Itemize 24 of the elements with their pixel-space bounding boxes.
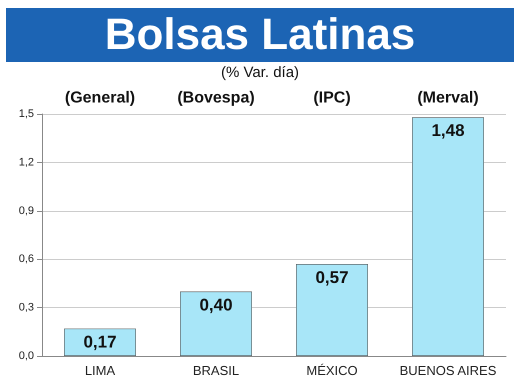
data-label: 0,57 xyxy=(315,268,349,288)
x-tick-label: MÉXICO xyxy=(306,363,358,378)
x-tick-label: LIMA xyxy=(84,363,116,378)
chart-subtitle: (% Var. día) xyxy=(220,64,300,83)
y-tick-label: 0,3 xyxy=(18,302,34,314)
text: (General) xyxy=(64,90,136,106)
text: (IPC) xyxy=(313,90,351,106)
bar xyxy=(296,264,368,356)
text: (Bovespa) xyxy=(177,90,255,106)
bar xyxy=(180,291,252,356)
text: (Merval) xyxy=(417,90,479,106)
y-tick-label: 1,2 xyxy=(18,156,34,168)
data-label: 0,17 xyxy=(83,332,117,352)
bar xyxy=(64,328,136,356)
y-tick-label: 1,5 xyxy=(18,108,34,120)
y-tick-label: 0,6 xyxy=(18,253,34,266)
x-tick-label: BUENOS AIRES xyxy=(400,363,497,378)
chart-title: Bolsas Latinas xyxy=(6,8,514,62)
x-tick-label: BRASIL xyxy=(192,363,240,378)
data-label: 1,48 xyxy=(431,121,465,140)
y-tick-label: 0,0 xyxy=(18,350,34,362)
bar xyxy=(412,117,484,356)
data-label: 0,40 xyxy=(199,295,233,314)
y-tick-label: 0,9 xyxy=(18,204,34,217)
